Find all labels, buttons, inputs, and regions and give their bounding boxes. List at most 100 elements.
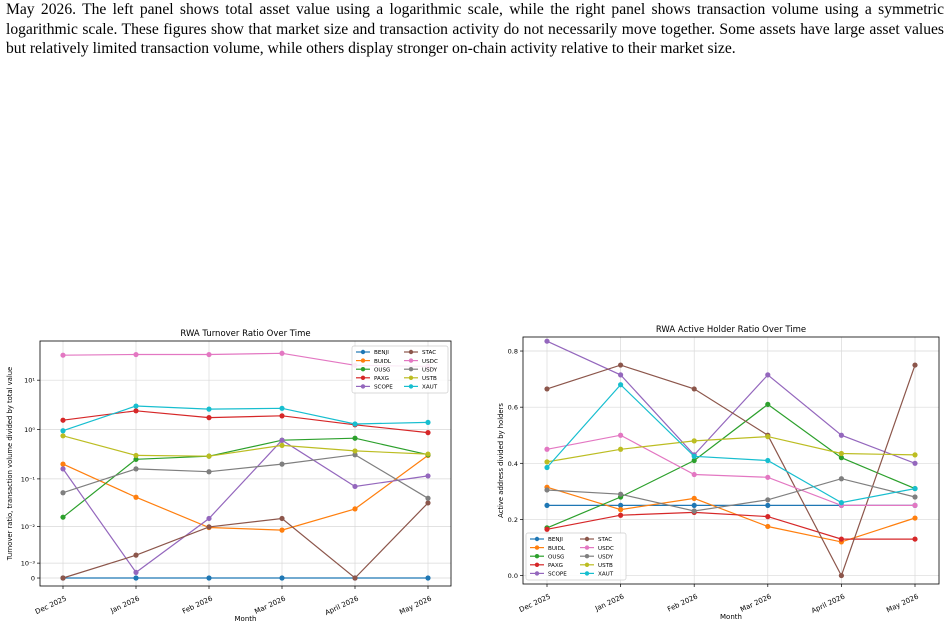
data-point bbox=[838, 450, 844, 457]
y-tick-label: 0.0 bbox=[508, 572, 518, 580]
legend-swatch-marker bbox=[360, 367, 366, 372]
x-tick-label: Jan 2026 bbox=[593, 592, 626, 613]
data-point bbox=[691, 438, 697, 444]
data-point bbox=[60, 433, 66, 439]
data-point bbox=[838, 432, 844, 438]
legend-swatch-marker bbox=[584, 545, 590, 550]
plot-frame bbox=[39, 340, 452, 587]
x-tick-label: Feb 2026 bbox=[181, 594, 214, 615]
x-tick-label: Mar 2026 bbox=[253, 594, 287, 616]
data-point bbox=[765, 502, 771, 509]
data-point bbox=[60, 352, 66, 358]
data-point bbox=[352, 435, 358, 441]
legend-label: XAUT bbox=[598, 572, 614, 578]
data-point bbox=[206, 469, 212, 475]
data-point bbox=[206, 515, 212, 522]
series-line bbox=[546, 478, 916, 512]
legend-swatch-marker bbox=[408, 349, 414, 355]
y-tick-label: 10⁰ bbox=[24, 426, 35, 434]
data-point bbox=[691, 471, 697, 478]
x-tick-label: Feb 2026 bbox=[666, 592, 699, 613]
data-point bbox=[765, 372, 771, 378]
legend-box bbox=[525, 532, 627, 581]
y-tick-label: 10⁻³ bbox=[21, 560, 36, 568]
data-point bbox=[279, 527, 285, 533]
series-line bbox=[546, 340, 916, 464]
data-point bbox=[765, 457, 771, 464]
data-point bbox=[425, 500, 431, 506]
series-line bbox=[62, 405, 429, 432]
legend-swatch-marker bbox=[584, 562, 590, 567]
legend-label: USDC bbox=[422, 359, 438, 365]
data-point bbox=[544, 459, 550, 465]
data-point bbox=[544, 464, 550, 471]
x-tick-label: Jan 2026 bbox=[109, 594, 142, 615]
legend-swatch-marker bbox=[408, 384, 414, 389]
x-tick-label: May 2026 bbox=[885, 592, 920, 614]
data-point bbox=[691, 502, 697, 509]
x-tick-label: Dec 2025 bbox=[34, 595, 68, 616]
y-tick-label: 0.8 bbox=[508, 348, 518, 356]
legend-label: OUSG bbox=[374, 367, 390, 373]
y-tick-label: 10⁻¹ bbox=[21, 475, 36, 483]
legend-swatch-marker bbox=[408, 367, 414, 372]
data-point bbox=[425, 473, 431, 479]
legend-label: BENJI bbox=[548, 537, 563, 543]
series-line bbox=[546, 403, 916, 529]
legend-swatch-marker bbox=[408, 375, 414, 380]
data-point bbox=[133, 456, 139, 462]
data-point bbox=[133, 575, 139, 581]
data-point bbox=[425, 430, 431, 436]
data-point bbox=[206, 575, 212, 581]
y-tick-label: 0.6 bbox=[508, 404, 518, 412]
legend-swatch-marker bbox=[408, 358, 414, 363]
data-point bbox=[425, 451, 431, 457]
caption-paragraph: May 2026. The left panel shows total ass… bbox=[6, 1, 944, 57]
series-usdy bbox=[544, 476, 918, 514]
active-holder-ratio-chart-svg: RWA Active Holder Ratio Over Time Dec 202… bbox=[497, 325, 940, 621]
legend-label: PAXG bbox=[548, 563, 563, 569]
data-point bbox=[765, 434, 771, 440]
data-point bbox=[691, 457, 697, 464]
x-axis-label: Month bbox=[235, 615, 257, 623]
series-line bbox=[546, 486, 916, 543]
data-point bbox=[765, 523, 771, 530]
data-point bbox=[279, 442, 285, 448]
y-tick-label: 10⁻² bbox=[21, 523, 36, 531]
legend-swatch-marker bbox=[360, 358, 366, 363]
data-point bbox=[60, 428, 66, 434]
legend-label: STAC bbox=[422, 350, 436, 356]
y-axis-label: Active address divided by holders bbox=[497, 403, 505, 518]
series-stac bbox=[544, 362, 918, 579]
data-point bbox=[618, 362, 624, 368]
x-tick-label: April 2026 bbox=[324, 594, 361, 617]
legend-swatch-marker bbox=[360, 384, 366, 389]
data-point bbox=[618, 446, 624, 452]
legend-label: USDC bbox=[598, 546, 614, 552]
data-point bbox=[618, 502, 624, 509]
legend-swatch-marker bbox=[360, 349, 366, 355]
y-tick-label: 0.2 bbox=[508, 516, 518, 524]
series-line bbox=[62, 435, 429, 457]
data-point bbox=[133, 552, 139, 558]
legend-swatch-marker bbox=[584, 571, 590, 576]
data-point bbox=[691, 386, 697, 392]
data-point bbox=[133, 494, 139, 500]
series-line bbox=[546, 434, 915, 506]
data-point bbox=[544, 446, 550, 452]
data-point bbox=[352, 575, 358, 581]
data-point bbox=[352, 483, 358, 490]
data-point bbox=[60, 461, 66, 467]
data-point bbox=[544, 386, 550, 392]
data-point bbox=[544, 502, 550, 509]
data-point bbox=[279, 515, 285, 522]
data-point bbox=[279, 437, 285, 443]
legend-label: PAXG bbox=[374, 376, 389, 382]
data-point bbox=[279, 405, 285, 411]
y-tick-label: 0.4 bbox=[508, 460, 518, 468]
data-point bbox=[618, 512, 624, 518]
data-point bbox=[838, 536, 844, 542]
data-point bbox=[133, 408, 139, 414]
legend-label: USTB bbox=[598, 563, 613, 569]
data-point bbox=[765, 497, 771, 503]
